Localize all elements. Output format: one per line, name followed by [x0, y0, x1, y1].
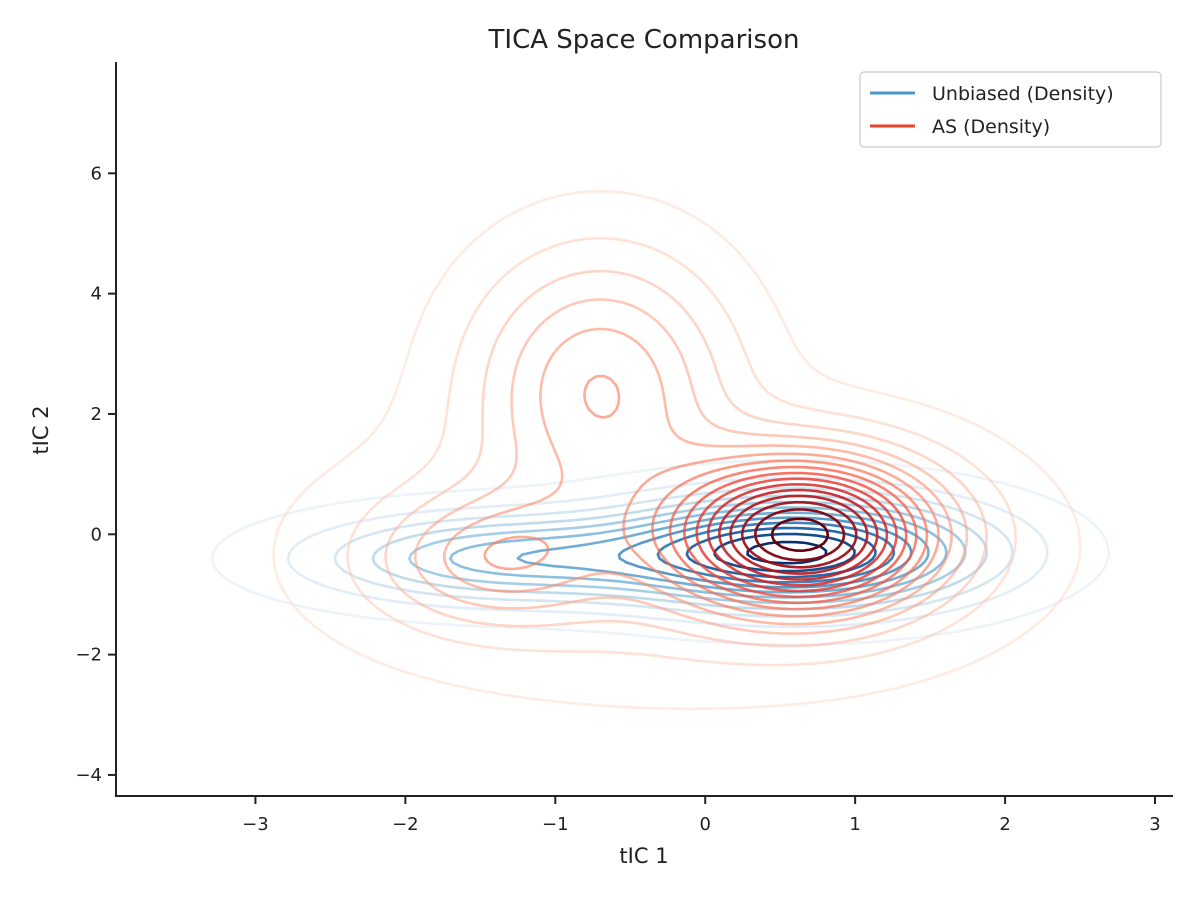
y-tick-label: 6 [91, 163, 102, 184]
contour-level [371, 494, 988, 611]
x-tick-label: −1 [542, 814, 569, 835]
legend: Unbiased (Density) AS (Density) [859, 71, 1162, 148]
x-axis-label: tIC 1 [619, 844, 668, 868]
contour-level [707, 483, 889, 587]
chart-title: TICA Space Comparison [488, 25, 800, 55]
contour-level [272, 190, 1082, 711]
legend-box [859, 71, 1162, 148]
y-axis-label: tIC 2 [29, 405, 53, 454]
x-tick-label: 1 [849, 814, 860, 835]
contour-layer [210, 190, 1110, 711]
contour-level [740, 500, 858, 569]
x-tick-label: 3 [1149, 814, 1160, 835]
contour-level [668, 465, 918, 605]
x-tick-label: 0 [699, 814, 710, 835]
x-tick-label: 2 [999, 814, 1010, 835]
contour-level [651, 459, 929, 611]
contour-level [384, 269, 988, 648]
contour-level [770, 517, 830, 552]
x-tick-label: −2 [392, 814, 419, 835]
contour-series-1 [272, 190, 1082, 711]
legend-label-as: AS (Density) [932, 116, 1050, 138]
y-tick-label: 2 [91, 404, 102, 425]
x-tick-label: −3 [242, 814, 269, 835]
contour-level [286, 476, 1049, 629]
x-axis-ticks: −3 −2 −1 0 1 2 3 [242, 796, 1161, 835]
y-tick-label: −2 [75, 645, 102, 666]
contour-level [346, 237, 1017, 667]
contour-level [413, 298, 969, 635]
contour-level [695, 477, 898, 593]
contour-level [683, 471, 908, 599]
y-tick-label: −4 [75, 765, 102, 786]
contour-level [718, 488, 879, 581]
contour-level [754, 508, 846, 562]
contour-level [443, 327, 953, 626]
y-tick-label: 0 [91, 524, 102, 545]
legend-label-unbiased: Unbiased (Density) [932, 83, 1114, 105]
contour-level [483, 374, 940, 618]
y-tick-label: 4 [91, 284, 102, 305]
y-axis-ticks: −4 −2 0 2 4 6 [75, 163, 116, 786]
contour-level [729, 494, 869, 575]
